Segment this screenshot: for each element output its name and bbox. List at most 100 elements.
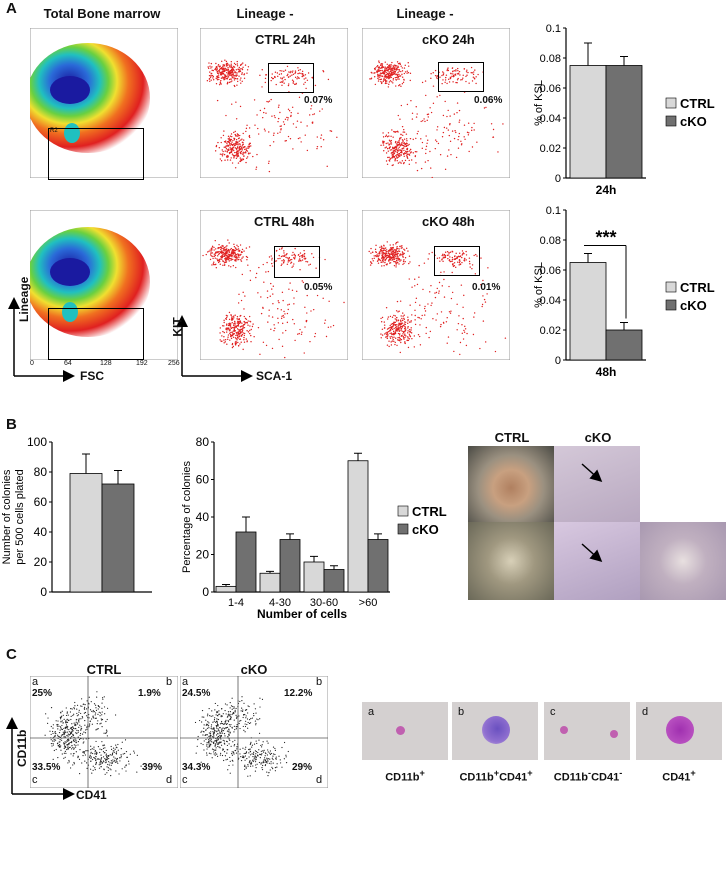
event-dot (391, 316, 394, 318)
event-dot (108, 761, 110, 763)
event-dot (374, 67, 377, 69)
event-dot (387, 150, 390, 152)
event-dot (391, 151, 393, 154)
event-dot (396, 74, 399, 77)
event-dot (225, 721, 227, 723)
event-dot (230, 74, 232, 77)
event-dot (383, 264, 385, 267)
event-dot (236, 63, 239, 65)
event-dot (47, 722, 49, 724)
event-dot (206, 723, 208, 725)
event-dot (97, 713, 99, 715)
event-dot (254, 720, 257, 722)
event-dot (52, 724, 54, 726)
event-dot (386, 63, 388, 66)
event-dot (243, 148, 246, 151)
event-dot (430, 77, 432, 80)
event-dot (82, 738, 84, 740)
event-dot (216, 727, 218, 730)
event-dot (383, 72, 385, 75)
event-dot (266, 290, 269, 292)
event-dot (457, 67, 459, 70)
event-dot (434, 292, 436, 294)
event-dot (239, 720, 241, 722)
event-dot (284, 118, 287, 120)
event-dot (399, 300, 402, 302)
event-dot (408, 333, 411, 336)
event-dot (225, 327, 227, 330)
event-dot (390, 143, 393, 145)
event-dot (216, 743, 218, 745)
event-dot (399, 84, 401, 86)
event-dot (227, 138, 229, 140)
event-dot (294, 76, 297, 79)
event-dot (414, 278, 416, 280)
event-dot (211, 249, 213, 251)
event-dot (407, 65, 410, 67)
event-dot (228, 141, 231, 144)
event-dot (394, 331, 397, 334)
event-dot (221, 258, 223, 260)
event-dot (242, 153, 244, 156)
event-dot (419, 304, 421, 306)
event-dot (231, 317, 233, 319)
event-dot (52, 732, 54, 735)
event-dot (274, 753, 276, 756)
event-dot (76, 712, 78, 715)
event-dot (78, 718, 80, 720)
event-dot (383, 66, 385, 68)
event-dot (236, 244, 238, 247)
event-dot (452, 74, 455, 77)
event-dot (89, 720, 91, 723)
event-dot (226, 144, 228, 146)
event-dot (390, 71, 393, 73)
event-dot (460, 284, 463, 286)
event-dot (414, 155, 416, 158)
scatter-c-ctrl: a b c d 25% 1.9% 33.5% 39% (29, 675, 179, 789)
event-dot (63, 747, 65, 750)
event-dot (208, 743, 210, 745)
event-dot (394, 70, 397, 73)
event-dot (394, 159, 396, 161)
event-dot (223, 65, 225, 67)
event-dot (109, 754, 111, 756)
event-dot (382, 144, 385, 146)
event-dot (406, 103, 409, 106)
event-dot (242, 291, 244, 294)
event-dot (403, 314, 406, 316)
event-dot (241, 257, 243, 259)
event-dot (432, 317, 434, 320)
event-dot (463, 331, 466, 333)
event-dot (332, 324, 335, 327)
event-dot (237, 320, 239, 323)
event-dot (100, 754, 102, 756)
event-dot (221, 715, 223, 717)
event-dot (492, 136, 495, 138)
event-dot (216, 710, 218, 713)
event-dot (59, 745, 61, 748)
event-dot (264, 764, 266, 767)
event-dot (226, 343, 228, 345)
event-dot (220, 250, 223, 253)
event-dot (62, 714, 64, 716)
event-dot (389, 332, 391, 335)
event-dot (266, 762, 268, 764)
event-dot (384, 82, 387, 85)
event-dot (408, 329, 411, 331)
event-dot (384, 75, 386, 77)
event-dot (397, 330, 399, 332)
event-dot (226, 71, 228, 74)
event-dot (448, 78, 450, 81)
event-dot (427, 113, 430, 115)
event-dot (244, 731, 246, 733)
event-dot (389, 249, 391, 252)
event-dot (242, 151, 244, 154)
event-dot (102, 750, 105, 753)
event-dot (255, 724, 257, 726)
event-dot (262, 307, 264, 309)
event-dot (215, 724, 217, 727)
event-dot (397, 71, 399, 74)
event-dot (240, 159, 242, 161)
event-dot (326, 165, 328, 168)
event-dot (240, 341, 242, 343)
